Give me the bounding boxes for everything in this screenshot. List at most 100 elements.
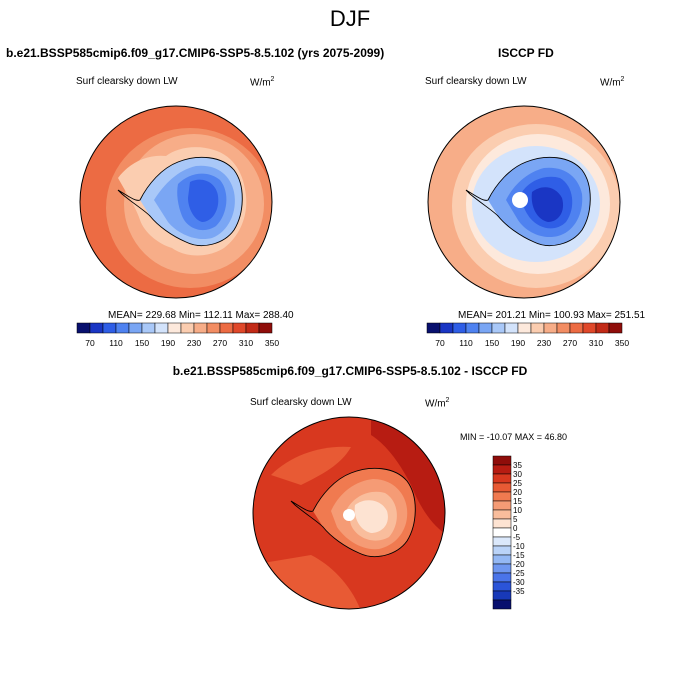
panel3-colorbar-tick-label: -35 <box>513 587 525 596</box>
panel3-colorbar-swatch <box>492 527 512 538</box>
panel1-stats: MEAN= 229.68 Min= 112.11 Max= 288.40 <box>108 310 294 321</box>
panel3-colorbar-tick-label: -5 <box>513 533 521 542</box>
panel2-stats: MEAN= 201.21 Min= 100.93 Max= 251.51 <box>458 310 646 321</box>
panel1-colorbar-swatch <box>102 322 117 334</box>
panel2-colorbar-tick-label: 270 <box>563 338 577 348</box>
panel2-colorbar-swatch <box>426 322 441 334</box>
panel3-colorbar-tick-label: 20 <box>513 488 522 497</box>
panel1-colorbar-swatch <box>76 322 91 334</box>
panel3-polar-map <box>252 416 446 610</box>
panel3-colorbar-tick-label: 15 <box>513 497 522 506</box>
panel2-colorbar-tick-label: 310 <box>589 338 603 348</box>
panel3-colorbar-tick-label: 5 <box>513 515 518 524</box>
panel2-colorbar-swatch <box>439 322 454 334</box>
p2-pole-hole <box>512 192 528 208</box>
panel1-colorbar-swatch <box>193 322 208 334</box>
p2-ice-4 <box>531 187 564 222</box>
panel1-colorbar-tick-label: 350 <box>265 338 279 348</box>
panel1-colorbar-swatch <box>89 322 104 334</box>
panel3-colorbar-swatch <box>492 482 512 493</box>
panel2-colorbar: 70 110 150 190 230 270 310 350 <box>426 322 629 348</box>
panel1-colorbar-tick-label: 270 <box>213 338 227 348</box>
panel2-units: W/m2 <box>600 76 625 89</box>
panel1-colorbar-tick-label: 310 <box>239 338 253 348</box>
panel2-colorbar-tick-label: 190 <box>511 338 525 348</box>
panel3-variable: Surf clearsky down LW <box>250 397 352 408</box>
panel1-colorbar-swatch <box>115 322 130 334</box>
p3-pole-hole <box>343 509 355 521</box>
panel2-colorbar-swatch <box>556 322 571 334</box>
panel3-colorbar-tick-label: 0 <box>513 524 518 533</box>
panel1-colorbar-tick-label: 150 <box>135 338 149 348</box>
panel2-colorbar-swatch <box>504 322 519 334</box>
panel2-colorbar-swatch <box>491 322 506 334</box>
panel2-colorbar-swatch <box>452 322 467 334</box>
p1-ice-4 <box>188 179 219 222</box>
panel2-colorbar-tick-label: 70 <box>435 338 445 348</box>
panel1-colorbar-tick-label: 190 <box>161 338 175 348</box>
panel2-colorbar-swatch <box>478 322 493 334</box>
panel2-colorbar-swatch <box>465 322 480 334</box>
panel1-colorbar-swatch <box>232 322 247 334</box>
panel1-colorbar-swatch <box>219 322 234 334</box>
panel2-colorbar-swatch <box>517 322 532 334</box>
panel2-colorbar-swatch <box>595 322 610 334</box>
panel1-colorbar-swatch <box>180 322 195 334</box>
panel3-colorbar-swatch <box>492 599 512 610</box>
panel2-colorbar-swatch <box>530 322 545 334</box>
panel3-colorbar-tick-label: 25 <box>513 479 522 488</box>
panel1-colorbar-swatch <box>167 322 182 334</box>
panel2-colorbar-swatch <box>582 322 597 334</box>
p3-coastline <box>290 467 416 557</box>
p1-coastline <box>117 156 243 246</box>
panel1-colorbar-swatch <box>206 322 221 334</box>
panel1-variable: Surf clearsky down LW <box>76 76 178 87</box>
panel3-title: b.e21.BSSP585cmip6.f09_g17.CMIP6-SSP5-8.… <box>172 364 528 378</box>
panel1-colorbar-swatch <box>245 322 260 334</box>
p3-map-border <box>252 416 446 610</box>
panel2-colorbar-tick-label: 230 <box>537 338 551 348</box>
panel2-variable: Surf clearsky down LW <box>425 76 527 87</box>
panel2-colorbar-swatch <box>543 322 558 334</box>
panel3-colorbar-swatch <box>492 473 512 484</box>
panel3-colorbar-swatch <box>492 536 512 547</box>
panel3-colorbar-swatch <box>492 563 512 574</box>
panel2-colorbar-tick-label: 350 <box>615 338 629 348</box>
panel2-colorbar-swatch <box>608 322 623 334</box>
panel1-colorbar-swatch <box>141 322 156 334</box>
panel1-colorbar-tick-label: 230 <box>187 338 201 348</box>
panel3-colorbar-tick-label: 30 <box>513 470 522 479</box>
panel3-colorbar-swatch <box>492 464 512 475</box>
panel2-colorbar-swatch <box>569 322 584 334</box>
panel2-colorbar-tick-label: 150 <box>485 338 499 348</box>
panel3-colorbar-swatch <box>492 545 512 556</box>
panel1-units: W/m2 <box>250 76 275 89</box>
panel1-colorbar-tick-label: 70 <box>85 338 95 348</box>
p2-map-border <box>427 105 621 299</box>
panel3-units: W/m2 <box>425 397 450 410</box>
panel1-colorbar-tick-label: 110 <box>109 338 123 348</box>
p3-cont-4 <box>354 500 388 533</box>
panel3-colorbar-tick-label: -10 <box>513 542 525 551</box>
panel3-colorbar-tick-label: -30 <box>513 578 525 587</box>
panel3-colorbar-swatch <box>492 491 512 502</box>
p2-coastline <box>465 156 591 246</box>
panel3-colorbar-swatch <box>492 518 512 529</box>
panel3-colorbar-tick-label: 35 <box>513 461 522 470</box>
panel2-title: ISCCP FD <box>498 46 554 60</box>
panel1-colorbar-swatch <box>154 322 169 334</box>
panel1-title: b.e21.BSSP585cmip6.f09_g17.CMIP6-SSP5-8.… <box>6 46 385 60</box>
panel3-colorbar-swatch <box>492 509 512 520</box>
p1-map-border <box>79 105 273 299</box>
panel3-colorbar-swatch <box>492 572 512 583</box>
panel2-colorbar-tick-label: 110 <box>459 338 473 348</box>
panel3-stats: MIN = -10.07 MAX = 46.80 <box>460 432 568 442</box>
panel3-colorbar-tick-label: -20 <box>513 560 525 569</box>
panel3-colorbar-swatch <box>492 554 512 565</box>
panel3-colorbar-swatch <box>492 455 512 466</box>
panel3-colorbar-swatch <box>492 581 512 592</box>
panel3-colorbar-tick-label: -25 <box>513 569 525 578</box>
panel1-polar-map <box>79 105 273 299</box>
panel3-colorbar-swatch <box>492 590 512 601</box>
